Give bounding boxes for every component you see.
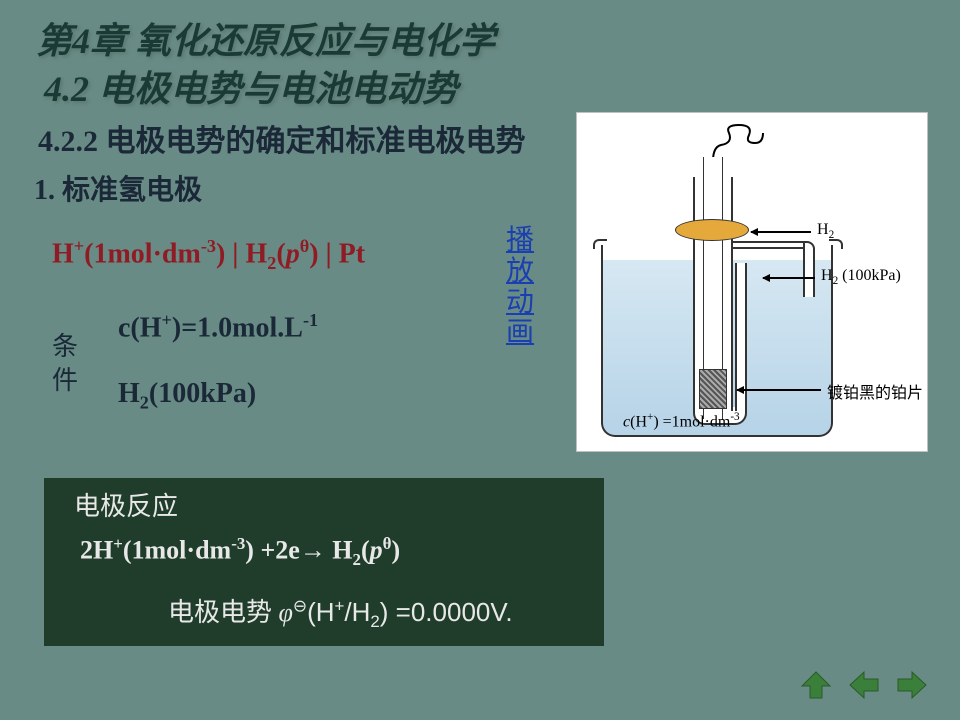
- subsection-title: 4.2.2 电极电势的确定和标准电极电势: [38, 116, 526, 160]
- chapter-title: 第4章 氧化还原反应与电化学: [36, 12, 495, 64]
- play-animation-link[interactable]: 播放动画: [506, 226, 534, 349]
- electrode-diagram: H2 H2 (100kPa) 镀铂黑的铂片 c(H+) =1mol·dm-3: [576, 112, 928, 452]
- reaction-label: 电极反应: [74, 486, 178, 523]
- electrode-potential: 电极电势 φ⊖(H+/H2) =0.0000V.: [168, 592, 513, 632]
- platinum-plate: [699, 369, 727, 409]
- electrode-notation: H+(1mol·dm-3) | H2(pθ) | Pt: [52, 236, 365, 274]
- condition-pressure: H2(100kPa): [118, 378, 256, 414]
- condition-concentration: c(H+)=1.0mol.L-1: [118, 310, 318, 344]
- nav-buttons: [798, 668, 930, 702]
- reaction-equation: 2H+(1mol·dm-3) +2e→ H2(pθ): [80, 534, 400, 570]
- diagram-label-concentration: c(H+) =1mol·dm-3: [623, 411, 740, 431]
- wire-coil-icon: [705, 113, 765, 163]
- up-arrow-icon: [798, 668, 834, 702]
- nav-next-button[interactable]: [894, 668, 930, 702]
- conditions-label: 条件: [52, 330, 78, 398]
- item-heading: 1. 标准氢电极: [34, 168, 202, 208]
- section-title: 4.2 电极电势与电池电动势: [44, 60, 458, 112]
- diagram-label-h2: H2: [817, 221, 834, 241]
- nav-up-button[interactable]: [798, 668, 834, 702]
- left-arrow-icon: [846, 668, 882, 702]
- reaction-box: 电极反应 2H+(1mol·dm-3) +2e→ H2(pθ) 电极电势 φ⊖(…: [44, 478, 604, 646]
- right-arrow-icon: [894, 668, 930, 702]
- diagram-label-plate: 镀铂黑的铂片: [827, 379, 923, 403]
- nav-prev-button[interactable]: [846, 668, 882, 702]
- diagram-label-h2-pressure: H2 (100kPa): [821, 267, 901, 287]
